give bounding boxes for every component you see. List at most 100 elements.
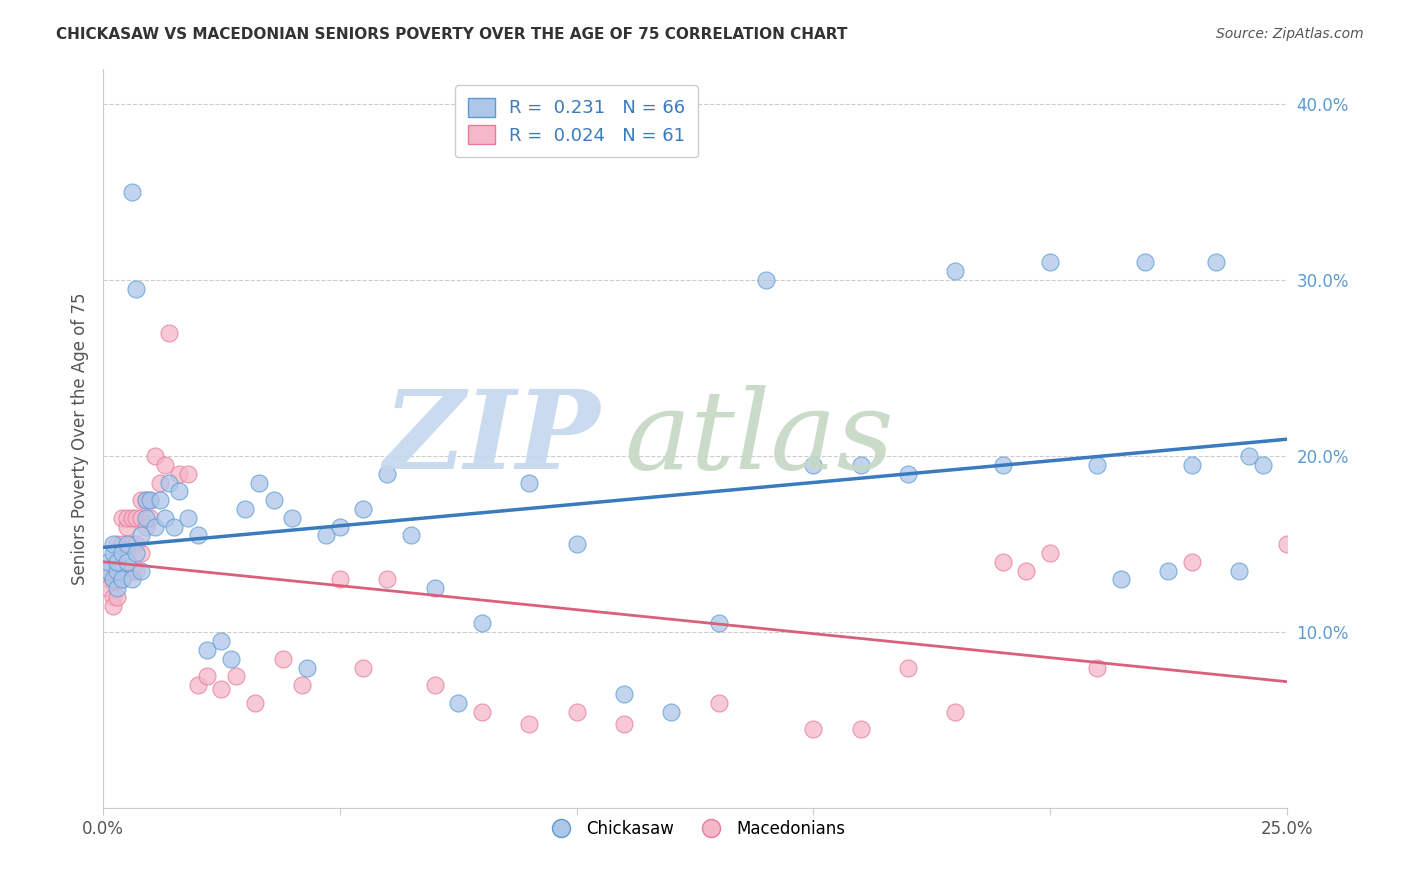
Chickasaw [1157,564,1180,578]
Chickasaw [1109,573,1132,587]
Chickasaw [471,616,494,631]
Macedonians [153,458,176,472]
Macedonians [1085,660,1108,674]
Chickasaw [613,687,636,701]
Chickasaw [263,493,285,508]
Chickasaw [849,458,872,472]
Chickasaw [111,546,134,560]
Chickasaw [233,502,256,516]
Chickasaw [247,475,270,490]
Legend: Chickasaw, Macedonians: Chickasaw, Macedonians [538,814,852,845]
Macedonians [105,537,128,551]
Chickasaw [517,475,540,490]
Macedonians [225,669,247,683]
Macedonians [105,555,128,569]
Chickasaw [97,555,120,569]
Macedonians [105,573,128,587]
Macedonians [139,493,162,508]
Chickasaw [163,519,186,533]
Macedonians [111,510,134,524]
Chickasaw [157,475,180,490]
Macedonians [101,599,124,613]
Macedonians [121,537,143,551]
Macedonians [1039,546,1062,560]
Chickasaw [125,546,148,560]
Chickasaw [659,705,682,719]
Text: Source: ZipAtlas.com: Source: ZipAtlas.com [1216,27,1364,41]
Macedonians [517,717,540,731]
Macedonians [115,519,138,533]
Chickasaw [101,537,124,551]
Macedonians [291,678,314,692]
Macedonians [991,555,1014,569]
Macedonians [129,510,152,524]
Macedonians [211,681,233,696]
Chickasaw [129,564,152,578]
Chickasaw [447,696,470,710]
Macedonians [271,651,294,665]
Chickasaw [97,564,120,578]
Chickasaw [1085,458,1108,472]
Chickasaw [195,643,218,657]
Text: ZIP: ZIP [384,384,600,492]
Macedonians [121,564,143,578]
Chickasaw [139,493,162,508]
Chickasaw [315,528,337,542]
Macedonians [129,546,152,560]
Macedonians [111,573,134,587]
Chickasaw [105,555,128,569]
Chickasaw [375,467,398,481]
Chickasaw [1251,458,1274,472]
Chickasaw [295,660,318,674]
Chickasaw [991,458,1014,472]
Chickasaw [329,519,352,533]
Macedonians [125,510,148,524]
Chickasaw [115,555,138,569]
Macedonians [105,590,128,604]
Macedonians [423,678,446,692]
Chickasaw [177,510,200,524]
Chickasaw [167,484,190,499]
Chickasaw [101,546,124,560]
Macedonians [707,696,730,710]
Chickasaw [353,502,375,516]
Chickasaw [897,467,920,481]
Chickasaw [565,537,588,551]
Macedonians [97,564,120,578]
Chickasaw [1237,449,1260,463]
Macedonians [101,573,124,587]
Chickasaw [125,282,148,296]
Macedonians [1015,564,1038,578]
Macedonians [115,546,138,560]
Chickasaw [943,264,966,278]
Chickasaw [755,273,778,287]
Macedonians [111,537,134,551]
Chickasaw [101,573,124,587]
Chickasaw [219,651,242,665]
Chickasaw [135,493,157,508]
Macedonians [943,705,966,719]
Macedonians [135,493,157,508]
Chickasaw [1227,564,1250,578]
Y-axis label: Seniors Poverty Over the Age of 75: Seniors Poverty Over the Age of 75 [72,293,89,585]
Macedonians [565,705,588,719]
Macedonians [243,696,266,710]
Macedonians [139,510,162,524]
Macedonians [97,573,120,587]
Macedonians [1181,555,1204,569]
Macedonians [613,717,636,731]
Chickasaw [121,573,143,587]
Macedonians [195,669,218,683]
Chickasaw [423,581,446,595]
Chickasaw [1039,255,1062,269]
Chickasaw [129,528,152,542]
Macedonians [157,326,180,340]
Macedonians [167,467,190,481]
Chickasaw [187,528,209,542]
Macedonians [1275,537,1298,551]
Macedonians [101,590,124,604]
Chickasaw [153,510,176,524]
Macedonians [121,510,143,524]
Chickasaw [211,634,233,648]
Chickasaw [399,528,422,542]
